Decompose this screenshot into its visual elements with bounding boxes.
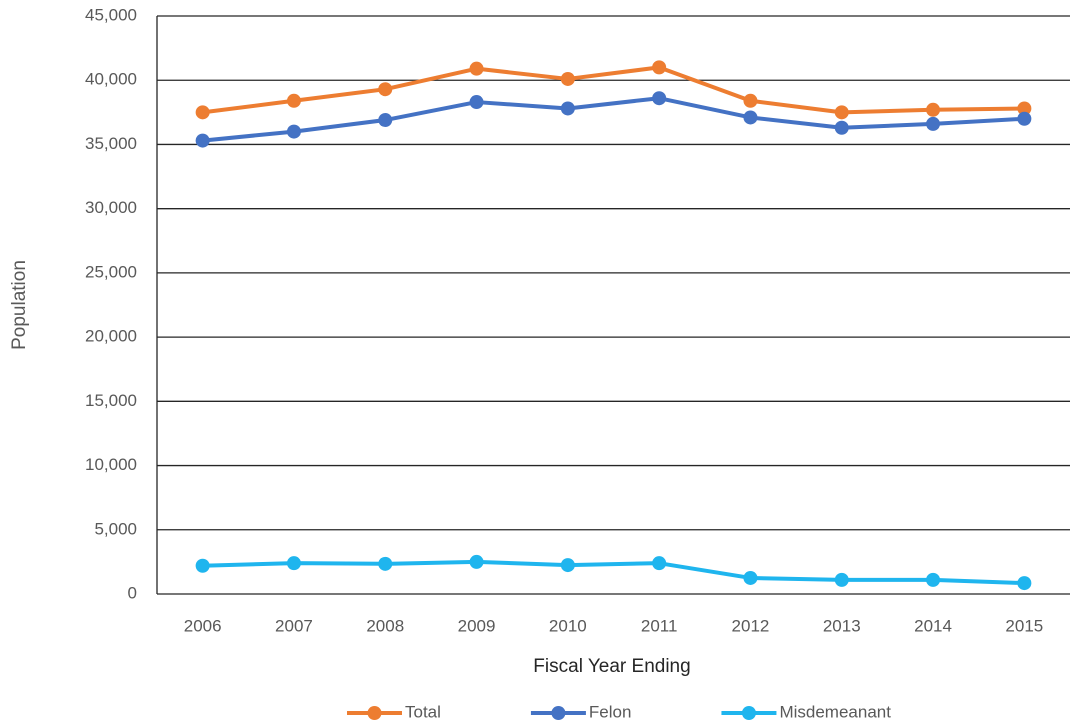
y-tick-label: 15,000 — [85, 391, 137, 410]
y-tick-label: 5,000 — [94, 519, 137, 538]
data-point — [652, 91, 667, 106]
y-tick-label: 35,000 — [85, 134, 137, 153]
x-tick-label: 2013 — [823, 616, 861, 635]
y-tick-label: 30,000 — [85, 198, 137, 217]
x-tick-label: 2007 — [275, 616, 313, 635]
data-point — [560, 558, 575, 573]
data-point — [195, 105, 210, 120]
data-point — [652, 556, 667, 571]
data-point — [1017, 111, 1032, 126]
data-point — [652, 60, 667, 75]
series-line — [202, 96, 1025, 143]
x-tick-label: 2011 — [641, 616, 678, 635]
y-tick-label: 45,000 — [85, 5, 137, 24]
data-point — [1017, 101, 1032, 116]
data-point — [743, 570, 758, 585]
data-point — [195, 133, 210, 148]
x-tick-label: 2010 — [549, 616, 587, 635]
legend-label: Misdemeanant — [779, 702, 891, 721]
data-point — [926, 102, 941, 117]
series-line — [202, 65, 1025, 115]
data-point — [560, 71, 575, 86]
data-point — [834, 572, 849, 587]
x-tick-label: 2014 — [914, 616, 952, 635]
y-axis-title: Population — [9, 260, 30, 350]
x-tick-label: 2006 — [184, 616, 222, 635]
legend-marker — [741, 706, 756, 720]
series-line — [202, 559, 1025, 586]
x-tick-label: 2008 — [366, 616, 404, 635]
x-tick-label: 2009 — [458, 616, 496, 635]
legend-marker — [367, 706, 382, 720]
data-point — [378, 82, 393, 97]
data-point — [926, 572, 941, 587]
x-tick-label: 2012 — [732, 616, 770, 635]
x-axis-title: Fiscal Year Ending — [533, 656, 690, 677]
y-tick-label: 40,000 — [85, 70, 137, 89]
data-point — [743, 93, 758, 108]
y-tick-label: 20,000 — [85, 327, 137, 346]
legend-marker — [551, 706, 566, 720]
data-point — [834, 120, 849, 135]
legend-label: Total — [405, 702, 441, 721]
data-point — [378, 556, 393, 571]
data-point — [834, 105, 849, 120]
data-point — [743, 110, 758, 125]
data-point — [286, 556, 301, 571]
data-point — [195, 558, 210, 573]
x-tick-label: 2015 — [1005, 616, 1043, 635]
data-point — [469, 554, 484, 569]
y-tick-label: 25,000 — [85, 262, 137, 281]
legend-label: Felon — [589, 702, 632, 721]
data-point — [926, 116, 941, 131]
data-point — [1017, 576, 1032, 591]
data-point — [286, 93, 301, 108]
data-point — [560, 101, 575, 116]
data-point — [469, 61, 484, 76]
data-point — [469, 95, 484, 110]
data-point — [286, 124, 301, 139]
y-tick-label: 10,000 — [85, 455, 137, 474]
y-tick-label: 0 — [128, 583, 137, 602]
data-point — [378, 113, 393, 128]
